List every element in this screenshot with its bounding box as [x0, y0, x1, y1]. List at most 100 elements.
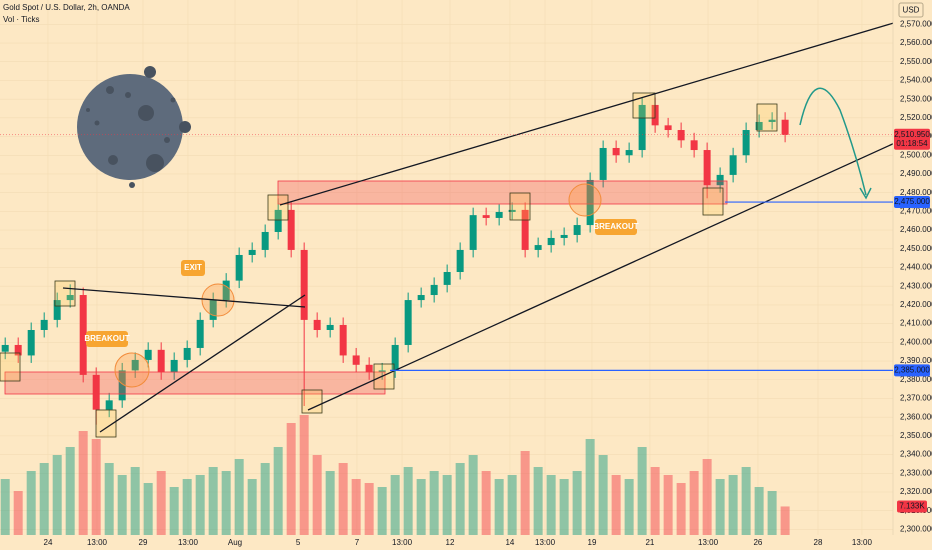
volume-bar — [520, 451, 530, 535]
candle-body — [92, 374, 100, 410]
volume-bar — [689, 471, 699, 535]
candle-body — [40, 319, 48, 330]
volume-bar — [312, 455, 322, 535]
x-tick-label: 21 — [645, 538, 654, 547]
y-tick-label: 2,530.000 — [900, 94, 932, 103]
volume-bar — [117, 475, 127, 535]
volume-bar — [585, 439, 595, 535]
candle-body — [14, 344, 22, 356]
subtitle: Vol · Ticks — [3, 15, 39, 24]
y-tick-label: 2,570.000 — [900, 19, 932, 28]
circle — [114, 352, 150, 388]
volume-bar — [741, 467, 751, 535]
box — [54, 280, 76, 307]
candle-body — [79, 295, 87, 375]
candle-body — [261, 231, 269, 250]
y-tick-label: 2,370.000 — [900, 394, 932, 403]
last-price-box — [894, 128, 930, 150]
candle-body — [300, 249, 308, 320]
candle-body — [430, 284, 438, 296]
candle-body — [625, 150, 633, 156]
chart-title: Gold Spot / U.S. Dollar, 2h, OANDA — [3, 3, 130, 12]
y-tick-label: 2,380.000 — [900, 375, 932, 384]
candle-body — [105, 400, 113, 410]
candle-body — [131, 359, 139, 371]
volume-bar — [715, 479, 725, 535]
volume-bar — [767, 491, 777, 535]
volume-bar — [780, 506, 790, 535]
volume-bar — [143, 483, 153, 535]
candle-body — [547, 237, 555, 246]
x-tick-label: 13:00 — [698, 538, 719, 547]
candle-body — [508, 209, 516, 212]
volume-bar — [728, 475, 738, 535]
volume-bar — [130, 467, 140, 535]
y-tick-label: 2,450.000 — [900, 244, 932, 253]
candle-body — [560, 234, 568, 238]
x-tick-label: 13:00 — [852, 538, 873, 547]
candle-body — [326, 324, 334, 330]
volume-bar — [416, 479, 426, 535]
volume-bar — [429, 471, 439, 535]
candle-body — [469, 215, 477, 250]
candle-body — [222, 280, 230, 301]
level-label: 2,475.000 — [894, 197, 930, 206]
x-tick-label: 12 — [446, 538, 455, 547]
candle-body — [66, 295, 74, 301]
volume-bar — [351, 479, 361, 535]
candle-body — [209, 300, 217, 320]
y-tick-label: 2,390.000 — [900, 356, 932, 365]
trend-line — [99, 294, 306, 433]
volume-bar — [260, 463, 270, 535]
volume-bar — [299, 415, 309, 535]
volume-bar — [208, 467, 218, 535]
annotation: BREAKOUT — [593, 222, 638, 231]
volume-bar — [650, 467, 660, 535]
projection — [799, 87, 867, 196]
candle-body — [781, 119, 789, 135]
volume-bar — [377, 487, 387, 535]
level-label: 2,385.000 — [894, 366, 930, 375]
annotation: BREAKOUT — [84, 334, 129, 343]
volume-bar — [338, 463, 348, 535]
volume-bar — [637, 447, 647, 535]
candle-body — [196, 319, 204, 348]
candle-body — [677, 130, 685, 141]
level-box — [894, 364, 930, 377]
volume-bar — [507, 475, 517, 535]
level-box — [894, 196, 930, 209]
box — [301, 389, 323, 414]
candle-body — [664, 125, 672, 131]
volume-bar — [624, 479, 634, 535]
candle-body — [352, 355, 360, 365]
x-tick-label: 28 — [814, 538, 823, 547]
volume-bar — [39, 463, 49, 535]
box — [373, 363, 395, 390]
candle-body — [313, 319, 321, 330]
volume-bar — [676, 483, 686, 535]
volume-bar — [455, 463, 465, 535]
candle-body — [53, 300, 61, 320]
x-tick-label: 13:00 — [392, 538, 413, 547]
box — [0, 352, 21, 382]
candle-body — [378, 370, 386, 373]
candle-body — [612, 147, 620, 156]
candle-body — [703, 150, 711, 186]
candle-body — [183, 347, 191, 360]
candle-body — [170, 359, 178, 373]
candle-body — [157, 349, 165, 373]
x-tick-label: Aug — [228, 538, 242, 547]
candle-body — [27, 330, 35, 356]
candle-body — [573, 225, 581, 235]
candle-body — [339, 324, 347, 356]
annotation-box — [86, 331, 128, 347]
y-tick-label: 2,360.000 — [900, 412, 932, 421]
arrow-head — [859, 187, 872, 200]
y-tick-label: 2,500.000 — [900, 150, 932, 159]
zone — [277, 180, 728, 205]
candle-body — [638, 104, 646, 151]
volume-bar — [390, 475, 400, 535]
volume-label: 7.133K — [899, 502, 925, 511]
currency-box — [898, 2, 924, 18]
candle-body — [287, 209, 295, 250]
